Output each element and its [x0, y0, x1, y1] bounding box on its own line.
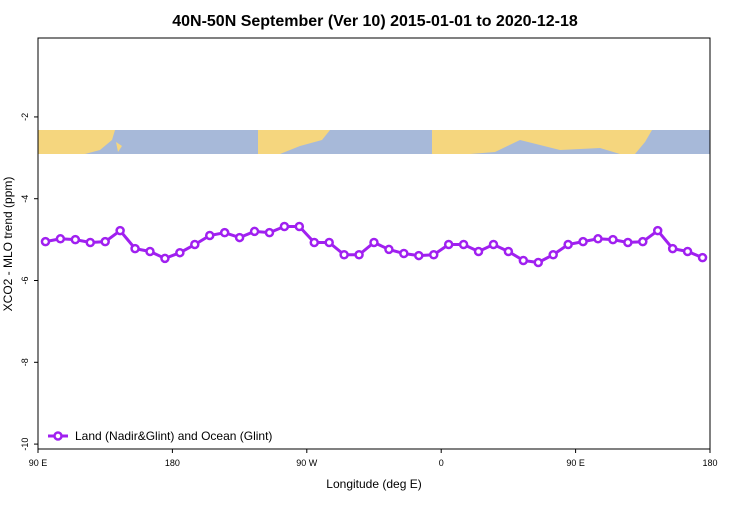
data-point: [458, 239, 469, 250]
data-point: [667, 243, 678, 254]
data-point: [414, 250, 424, 261]
data-point: [354, 249, 364, 260]
data-point: [652, 225, 663, 236]
map-band: [38, 130, 710, 154]
data-point: [399, 248, 409, 259]
data-point: [324, 237, 334, 248]
data-point: [503, 246, 514, 257]
data-point: [40, 236, 51, 247]
data-point: [697, 252, 708, 263]
data-point: [175, 247, 185, 258]
legend-label: Land (Nadir&Glint) and Ocean (Glint): [75, 429, 272, 443]
data-point: [70, 234, 81, 245]
data-point: [488, 239, 499, 250]
data-point: [384, 244, 394, 255]
data-point: [593, 234, 603, 244]
data-point: [638, 236, 648, 247]
y-axis-label: XCO2 - MLO trend (ppm): [1, 177, 15, 312]
data-point: [428, 249, 439, 260]
data-point: [279, 221, 290, 232]
data-point: [623, 237, 633, 248]
data-point: [548, 249, 558, 260]
data-point: [145, 246, 155, 257]
data-point: [339, 249, 349, 260]
x-tick-label: 180: [165, 458, 180, 468]
x-tick-label: 90 W: [296, 458, 318, 468]
x-tick-label: 90 E: [29, 458, 48, 468]
data-point: [264, 227, 275, 238]
data-point: [219, 227, 230, 238]
data-point: [369, 237, 379, 248]
data-point: [294, 221, 305, 232]
data-point: [204, 230, 215, 241]
y-tick-label: -10: [20, 438, 30, 451]
data-point: [115, 225, 125, 236]
data-point: [608, 234, 618, 245]
data-point: [518, 255, 529, 266]
data-point: [160, 253, 170, 264]
data-point: [234, 232, 245, 243]
data-point: [473, 246, 484, 257]
data-point: [190, 239, 200, 250]
data-point: [682, 246, 693, 257]
data-point: [578, 236, 588, 247]
data-point: [533, 257, 544, 268]
plot-frame: [37, 37, 711, 450]
y-tick-label: -8: [20, 358, 30, 366]
data-point: [443, 239, 454, 250]
data-point: [130, 243, 140, 254]
data-point: [309, 237, 320, 248]
x-tick-label: 180: [702, 458, 717, 468]
legend-marker: [53, 431, 63, 441]
x-tick-label: 90 E: [566, 458, 585, 468]
x-axis-label: Longitude (deg E): [326, 477, 421, 491]
y-tick-label: -2: [20, 113, 30, 121]
data-point: [55, 234, 66, 244]
data-point: [100, 236, 110, 247]
data-point: [563, 239, 573, 250]
x-tick-label: 0: [439, 458, 444, 468]
y-tick-label: -4: [20, 195, 30, 203]
chart-title: 40N-50N September (Ver 10) 2015-01-01 to…: [172, 13, 578, 30]
y-tick-label: -6: [20, 277, 30, 285]
data-point: [249, 226, 260, 237]
data-point: [85, 237, 96, 248]
